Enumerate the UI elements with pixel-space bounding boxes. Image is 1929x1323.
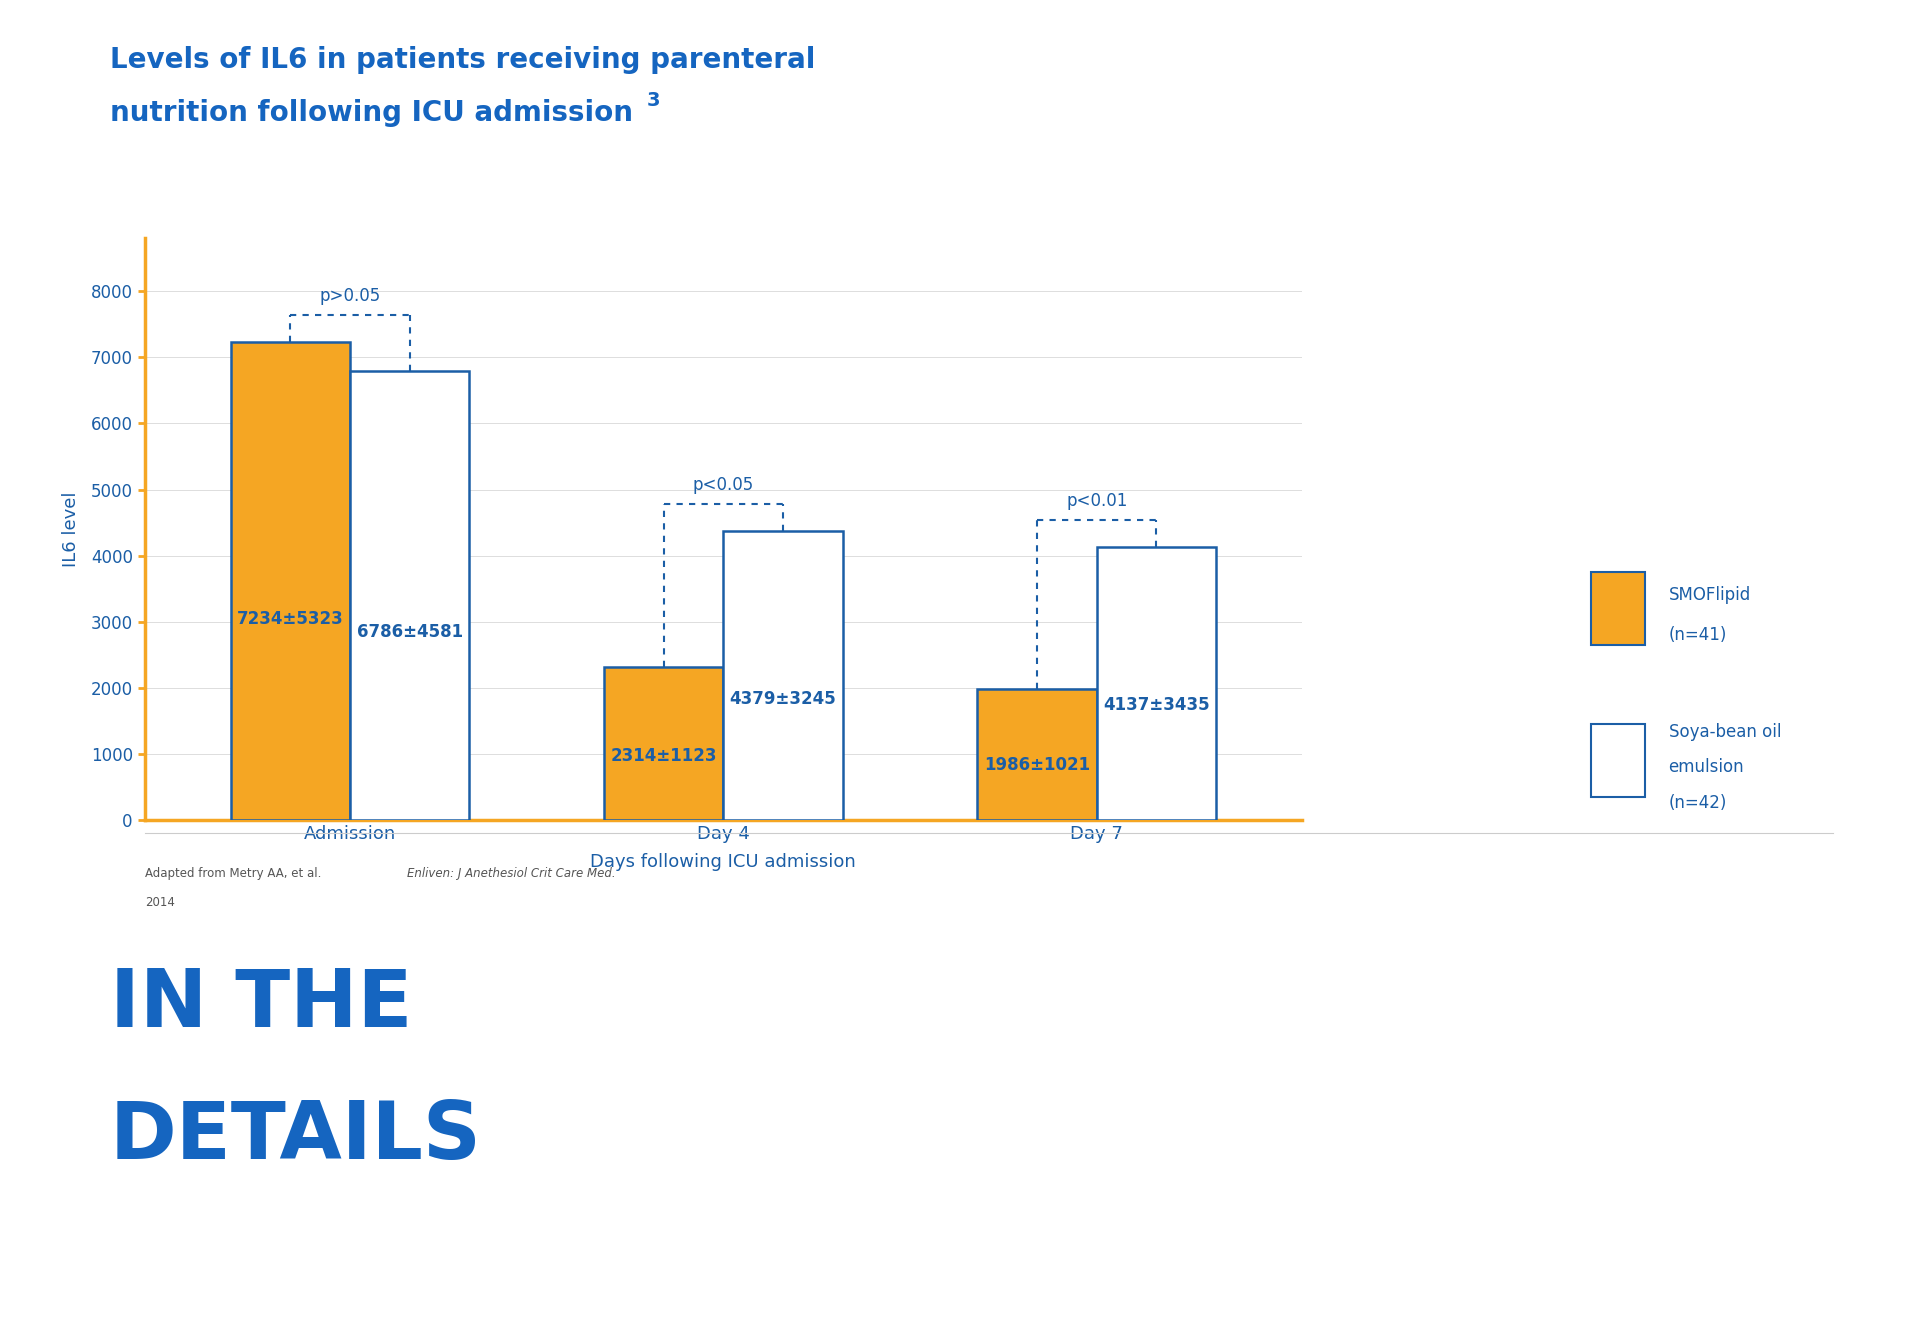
Text: Levels of IL6 in patients receiving parenteral: Levels of IL6 in patients receiving pare… xyxy=(110,46,816,74)
Text: p>0.05: p>0.05 xyxy=(320,287,380,306)
Text: 2014: 2014 xyxy=(145,896,174,909)
Text: 6786±4581: 6786±4581 xyxy=(357,623,463,640)
Text: DETAILS: DETAILS xyxy=(110,1098,482,1176)
Text: p<0.05: p<0.05 xyxy=(693,476,754,495)
Text: Enliven: J Anethesiol Crit Care Med.: Enliven: J Anethesiol Crit Care Med. xyxy=(407,867,615,880)
Text: emulsion: emulsion xyxy=(1669,758,1744,777)
Text: 1986±1021: 1986±1021 xyxy=(984,755,1090,774)
Text: Days following ICU admission: Days following ICU admission xyxy=(590,853,856,872)
Text: (n=41): (n=41) xyxy=(1669,626,1726,644)
Bar xyxy=(723,531,843,820)
Text: Adapted from Metry AA, et al.: Adapted from Metry AA, et al. xyxy=(145,867,324,880)
Bar xyxy=(604,667,723,820)
Y-axis label: IL6 level: IL6 level xyxy=(62,491,79,568)
Text: Soya-bean oil: Soya-bean oil xyxy=(1669,722,1780,741)
Text: SMOFlipid: SMOFlipid xyxy=(1669,586,1752,605)
Text: 3: 3 xyxy=(646,91,660,110)
Text: 4137±3435: 4137±3435 xyxy=(1103,696,1209,714)
Text: 4379±3245: 4379±3245 xyxy=(729,689,837,708)
Bar xyxy=(349,372,469,820)
Text: p<0.01: p<0.01 xyxy=(1067,492,1127,511)
Text: IN THE: IN THE xyxy=(110,966,413,1044)
Bar xyxy=(1098,546,1215,820)
Bar xyxy=(978,689,1098,820)
Text: (n=42): (n=42) xyxy=(1669,794,1726,812)
Text: nutrition following ICU admission: nutrition following ICU admission xyxy=(110,99,633,127)
Bar xyxy=(231,341,349,820)
Text: 2314±1123: 2314±1123 xyxy=(610,747,718,765)
Text: 7234±5323: 7234±5323 xyxy=(237,610,343,628)
